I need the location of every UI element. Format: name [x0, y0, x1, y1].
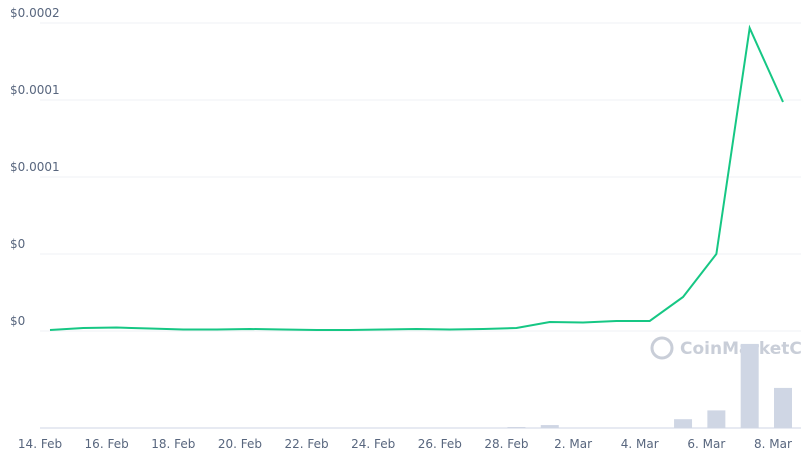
volume-bar	[707, 410, 726, 428]
x-tick-label: 4. Mar	[621, 437, 659, 451]
volume-bar	[507, 427, 526, 428]
x-tick-label: 26. Feb	[418, 437, 462, 451]
x-tick-label: 22. Feb	[284, 437, 328, 451]
x-tick-label: 8. Mar	[754, 437, 792, 451]
price-line	[49, 24, 784, 331]
y-tick-label: $0.0001	[10, 160, 60, 174]
y-tick-label: $0.0002	[10, 6, 60, 20]
x-tick-label: 14. Feb	[18, 437, 62, 451]
y-tick-label: $0	[10, 237, 25, 251]
y-tick-label: $0	[10, 314, 25, 328]
volume-bar	[540, 425, 559, 428]
x-tick-label: 24. Feb	[351, 437, 395, 451]
y-tick-label: $0.0001	[10, 83, 60, 97]
watermark-logo	[650, 336, 674, 360]
x-tick-label: 6. Mar	[687, 437, 725, 451]
x-tick-label: 16. Feb	[85, 437, 129, 451]
x-tick-label: 28. Feb	[484, 437, 528, 451]
watermark: CoinMarketCap	[680, 339, 801, 359]
x-tick-label: 18. Feb	[151, 437, 195, 451]
volume-bar	[674, 419, 693, 428]
volume-bar	[740, 343, 759, 428]
x-tick-label: 2. Mar	[554, 437, 592, 451]
volume-bar	[774, 387, 792, 428]
x-tick-label: 20. Feb	[218, 437, 262, 451]
